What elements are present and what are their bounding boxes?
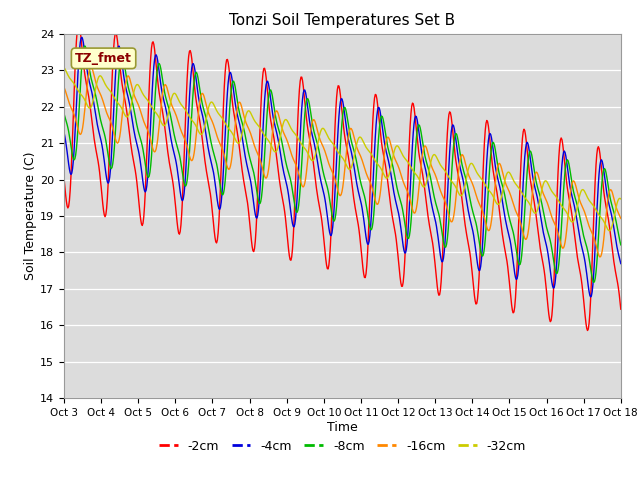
Text: TZ_fmet: TZ_fmet: [75, 52, 132, 65]
X-axis label: Time: Time: [327, 421, 358, 434]
Title: Tonzi Soil Temperatures Set B: Tonzi Soil Temperatures Set B: [229, 13, 456, 28]
Y-axis label: Soil Temperature (C): Soil Temperature (C): [24, 152, 37, 280]
Legend: -2cm, -4cm, -8cm, -16cm, -32cm: -2cm, -4cm, -8cm, -16cm, -32cm: [154, 435, 531, 458]
